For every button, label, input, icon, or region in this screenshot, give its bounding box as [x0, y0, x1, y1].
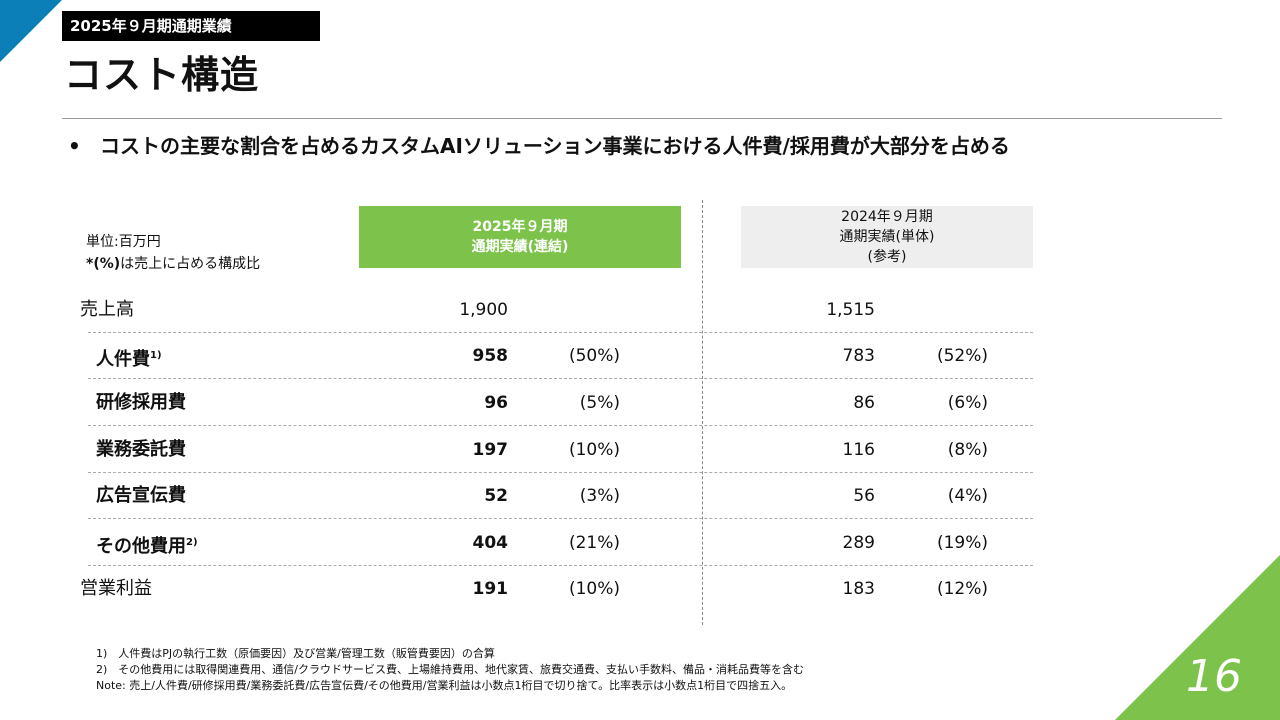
value-fy2024: 783: [842, 346, 875, 366]
row-label: 営業利益: [80, 578, 152, 599]
row-label: 研修採用費: [96, 392, 186, 413]
section-tag: 2025年９月期通期業績: [62, 11, 320, 41]
column-header-fy2025-basis: 通期実績(連結): [471, 239, 569, 255]
row-separator: [88, 378, 1033, 379]
row-separator: [88, 332, 1033, 333]
value-fy2025: 52: [484, 486, 508, 506]
row-label: 業務委託費: [96, 439, 186, 460]
row-label: その他費用2): [96, 536, 198, 557]
value-fy2025: 404: [472, 533, 509, 553]
column-header-fy2024-ref: (参考): [867, 249, 907, 265]
ratio-fy2024: (12%): [936, 579, 988, 599]
value-fy2024: 289: [842, 533, 875, 553]
row-separator: [88, 425, 1033, 426]
row-label: 広告宣伝費: [96, 485, 186, 506]
ratio-fy2024: (4%): [947, 486, 988, 506]
value-fy2025: 1,900: [459, 300, 508, 320]
ratio-note: *(%)は売上に占める構成比: [86, 253, 260, 275]
page-title: コスト構造: [64, 53, 260, 97]
row-label: 売上高: [80, 299, 134, 320]
bullet-dot-icon: •: [68, 134, 81, 158]
ratio-note-prefix: *(%): [86, 256, 121, 272]
summary-bullet: • コストの主要な割合を占めるカスタムAIソリューション事業における人件費/採用費…: [68, 130, 1010, 159]
table-row-personnel: 人件費1) 958 (50%) 783 (52%): [0, 336, 1280, 376]
row-label: 人件費1): [96, 349, 162, 370]
ratio-note-text: は売上に占める構成比: [120, 256, 261, 272]
footnote-ref: 2): [186, 537, 198, 548]
corner-accent-green: [1115, 555, 1280, 720]
ratio-fy2025: (50%): [568, 346, 620, 366]
row-separator: [88, 565, 1033, 566]
corner-accent-blue: [0, 0, 62, 62]
ratio-fy2024: (8%): [947, 440, 988, 460]
title-divider: [62, 118, 1222, 119]
value-fy2024: 183: [842, 579, 875, 599]
column-header-fy2024: 2024年９月期 通期実績(単体) (参考): [741, 206, 1033, 268]
value-fy2024: 116: [842, 440, 875, 460]
ratio-fy2025: (3%): [579, 486, 620, 506]
value-fy2024: 86: [853, 393, 875, 413]
footnotes: 1) 人件費はPJの執行工数（原価要因）及び営業/管理工数（販管費要因）の合算 …: [96, 646, 804, 694]
row-separator: [88, 472, 1033, 473]
value-fy2025: 197: [472, 440, 509, 460]
footnote-note: Note: 売上/人件費/研修採用費/業務委託費/広告宣伝費/その他費用/営業利…: [96, 679, 793, 692]
value-fy2024: 56: [853, 486, 875, 506]
ratio-fy2025: (10%): [568, 579, 620, 599]
column-header-fy2024-basis: 通期実績(単体): [839, 229, 935, 245]
ratio-fy2025: (21%): [568, 533, 620, 553]
ratio-fy2024: (6%): [947, 393, 988, 413]
table-row-outsourcing: 業務委託費 197 (10%) 116 (8%): [0, 430, 1280, 470]
page-number: 16: [1186, 651, 1242, 702]
footnote-2: 2) その他費用には取得関連費用、通信/クラウドサービス費、上場維持費用、地代家…: [96, 663, 804, 676]
ratio-fy2025: (10%): [568, 440, 620, 460]
footnote-1: 1) 人件費はPJの執行工数（原価要因）及び営業/管理工数（販管費要因）の合算: [96, 647, 495, 660]
column-header-fy2025: 2025年９月期 通期実績(連結): [359, 206, 681, 268]
value-fy2025: 958: [472, 346, 509, 366]
unit-line: 単位:百万円: [86, 234, 161, 250]
table-row-other-expenses: その他費用2) 404 (21%) 289 (19%): [0, 523, 1280, 563]
ratio-fy2024: (52%): [936, 346, 988, 366]
unit-label: 単位:百万円 *(%)は売上に占める構成比: [86, 231, 260, 275]
column-header-fy2024-period: 2024年９月期: [841, 209, 933, 225]
value-fy2025: 191: [472, 579, 509, 599]
value-fy2025: 96: [484, 393, 508, 413]
table-row-operating-profit: 営業利益 191 (10%) 183 (12%): [0, 569, 1280, 609]
ratio-fy2025: (5%): [579, 393, 620, 413]
column-header-fy2025-period: 2025年９月期: [472, 219, 568, 235]
table-row-advertising: 広告宣伝費 52 (3%) 56 (4%): [0, 476, 1280, 516]
summary-text: コストの主要な割合を占めるカスタムAIソリューション事業における人件費/採用費が…: [100, 134, 1010, 158]
ratio-fy2024: (19%): [936, 533, 988, 553]
value-fy2024: 1,515: [826, 300, 875, 320]
column-divider: [702, 200, 703, 625]
table-row-sales: 売上高 1,900 1,515: [0, 290, 1280, 330]
row-separator: [88, 518, 1033, 519]
table-row-training-recruiting: 研修採用費 96 (5%) 86 (6%): [0, 383, 1280, 423]
footnote-ref: 1): [150, 350, 162, 361]
